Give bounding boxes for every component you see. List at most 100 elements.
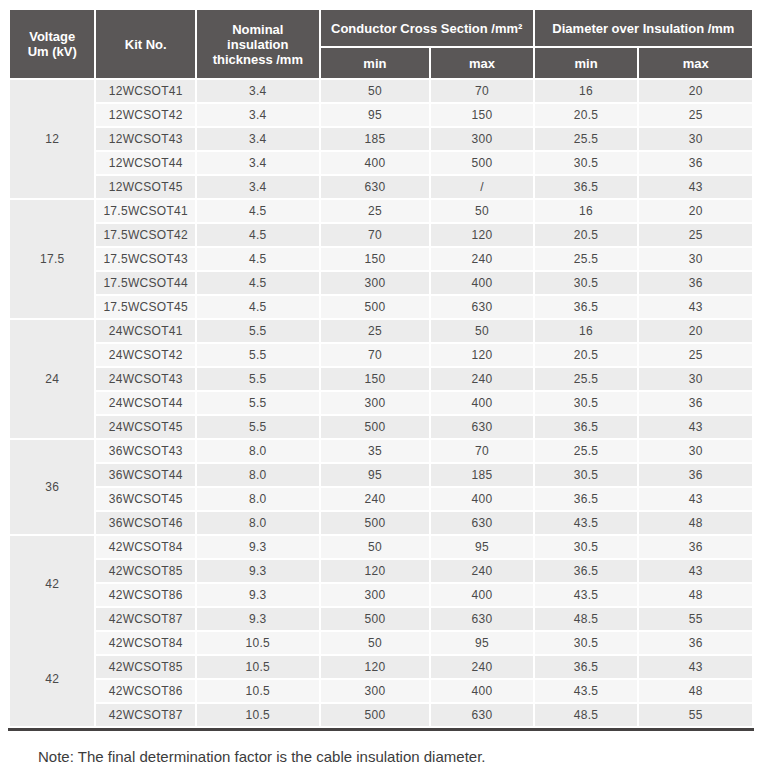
cell-ccs-max: 95 (431, 536, 533, 558)
table-row: 12WCSOT453.4630/36.543 (10, 176, 752, 198)
cell-dia-max: 48 (639, 584, 752, 606)
cell-dia-max: 25 (639, 224, 752, 246)
spec-table-container: Voltage Um (kV) Kit No. Nominal insulati… (8, 8, 754, 731)
table-row: 1212WCSOT413.450701620 (10, 80, 752, 102)
table-row: 24WCSOT455.550063036.543 (10, 416, 752, 438)
cell-dia-max: 25 (639, 104, 752, 126)
cell-ccs-min: 300 (321, 392, 430, 414)
cell-dia-min: 20.5 (535, 224, 638, 246)
cell-kit-no: 17.5WCSOT44 (96, 272, 195, 294)
cell-dia-min: 36.5 (535, 296, 638, 318)
table-row: 2424WCSOT415.525501620 (10, 320, 752, 342)
header-conductor-cross-section: Conductor Cross Section /mm² (321, 10, 533, 46)
cell-dia-min: 30.5 (535, 272, 638, 294)
cell-kit-no: 17.5WCSOT43 (96, 248, 195, 270)
table-row: 42WCSOT859.312024036.543 (10, 560, 752, 582)
cell-thickness: 5.5 (197, 368, 319, 390)
cell-ccs-max: / (431, 176, 533, 198)
cell-ccs-min: 500 (321, 512, 430, 534)
table-row: 3636WCSOT438.0357025.530 (10, 440, 752, 462)
cell-dia-min: 36.5 (535, 416, 638, 438)
cell-ccs-max: 630 (431, 416, 533, 438)
table-row: 17.517.5WCSOT414.525501620 (10, 200, 752, 222)
cell-kit-no: 36WCSOT43 (96, 440, 195, 462)
table-row: 42WCSOT879.350063048.555 (10, 608, 752, 630)
cell-ccs-min: 500 (321, 416, 430, 438)
cell-kit-no: 36WCSOT45 (96, 488, 195, 510)
cell-kit-no: 42WCSOT87 (96, 704, 195, 726)
table-row: 24WCSOT435.515024025.530 (10, 368, 752, 390)
cell-dia-min: 16 (535, 200, 638, 222)
cell-dia-max: 48 (639, 512, 752, 534)
cell-dia-min: 25.5 (535, 368, 638, 390)
cell-ccs-max: 50 (431, 200, 533, 222)
cell-ccs-max: 630 (431, 608, 533, 630)
cell-ccs-min: 240 (321, 488, 430, 510)
cell-ccs-min: 50 (321, 80, 430, 102)
cell-ccs-max: 400 (431, 584, 533, 606)
cell-dia-min: 30.5 (535, 464, 638, 486)
cell-thickness: 10.5 (197, 680, 319, 702)
table-row: 42WCSOT869.330040043.548 (10, 584, 752, 606)
cell-ccs-max: 50 (431, 320, 533, 342)
cell-ccs-max: 630 (431, 704, 533, 726)
table-row: 36WCSOT458.024040036.543 (10, 488, 752, 510)
cell-thickness: 8.0 (197, 440, 319, 462)
voltage-value: 42 (10, 631, 94, 726)
cell-thickness: 8.0 (197, 488, 319, 510)
header-dia-min: min (535, 48, 638, 78)
cell-kit-no: 24WCSOT41 (96, 320, 195, 342)
cell-kit-no: 12WCSOT43 (96, 128, 195, 150)
cell-dia-max: 36 (639, 152, 752, 174)
cell-thickness: 5.5 (197, 416, 319, 438)
cell-dia-min: 20.5 (535, 344, 638, 366)
cell-dia-min: 48.5 (535, 704, 638, 726)
cell-dia-min: 25.5 (535, 440, 638, 462)
voltage-group-cell: 12 (10, 80, 94, 198)
cell-ccs-max: 400 (431, 272, 533, 294)
cell-thickness: 4.5 (197, 200, 319, 222)
cell-dia-min: 43.5 (535, 584, 638, 606)
cell-thickness: 3.4 (197, 176, 319, 198)
cell-ccs-max: 95 (431, 632, 533, 654)
cell-ccs-min: 70 (321, 224, 430, 246)
cell-dia-max: 20 (639, 200, 752, 222)
cell-dia-min: 16 (535, 80, 638, 102)
cell-kit-no: 36WCSOT44 (96, 464, 195, 486)
cell-dia-max: 48 (639, 680, 752, 702)
cell-dia-min: 43.5 (535, 680, 638, 702)
voltage-group-cell: 36 (10, 440, 94, 534)
cell-thickness: 10.5 (197, 704, 319, 726)
cell-thickness: 3.4 (197, 104, 319, 126)
page: Voltage Um (kV) Kit No. Nominal insulati… (0, 0, 763, 783)
note-text: Note: The final determination factor is … (38, 748, 763, 765)
cell-dia-max: 43 (639, 656, 752, 678)
cell-ccs-min: 70 (321, 344, 430, 366)
cell-dia-max: 30 (639, 368, 752, 390)
cell-dia-max: 36 (639, 272, 752, 294)
cell-dia-max: 30 (639, 128, 752, 150)
table-row: 12WCSOT443.440050030.536 (10, 152, 752, 174)
table-row: 24WCSOT425.57012020.525 (10, 344, 752, 366)
cell-kit-no: 42WCSOT84 (96, 536, 195, 558)
cell-dia-max: 43 (639, 176, 752, 198)
cell-thickness: 10.5 (197, 632, 319, 654)
cell-thickness: 4.5 (197, 272, 319, 294)
cell-dia-min: 30.5 (535, 632, 638, 654)
cell-dia-max: 55 (639, 704, 752, 726)
header-ccs-max: max (431, 48, 533, 78)
cell-ccs-min: 500 (321, 296, 430, 318)
cell-thickness: 5.5 (197, 392, 319, 414)
voltage-group-cell: 4242 (10, 536, 94, 726)
cell-kit-no: 36WCSOT46 (96, 512, 195, 534)
cell-dia-min: 30.5 (535, 536, 638, 558)
cell-dia-max: 36 (639, 464, 752, 486)
cell-dia-max: 36 (639, 392, 752, 414)
cell-dia-max: 36 (639, 536, 752, 558)
cell-dia-max: 30 (639, 440, 752, 462)
cell-dia-min: 30.5 (535, 392, 638, 414)
cell-ccs-max: 400 (431, 488, 533, 510)
cell-dia-min: 36.5 (535, 176, 638, 198)
cell-ccs-min: 150 (321, 368, 430, 390)
header-voltage: Voltage Um (kV) (10, 10, 94, 78)
